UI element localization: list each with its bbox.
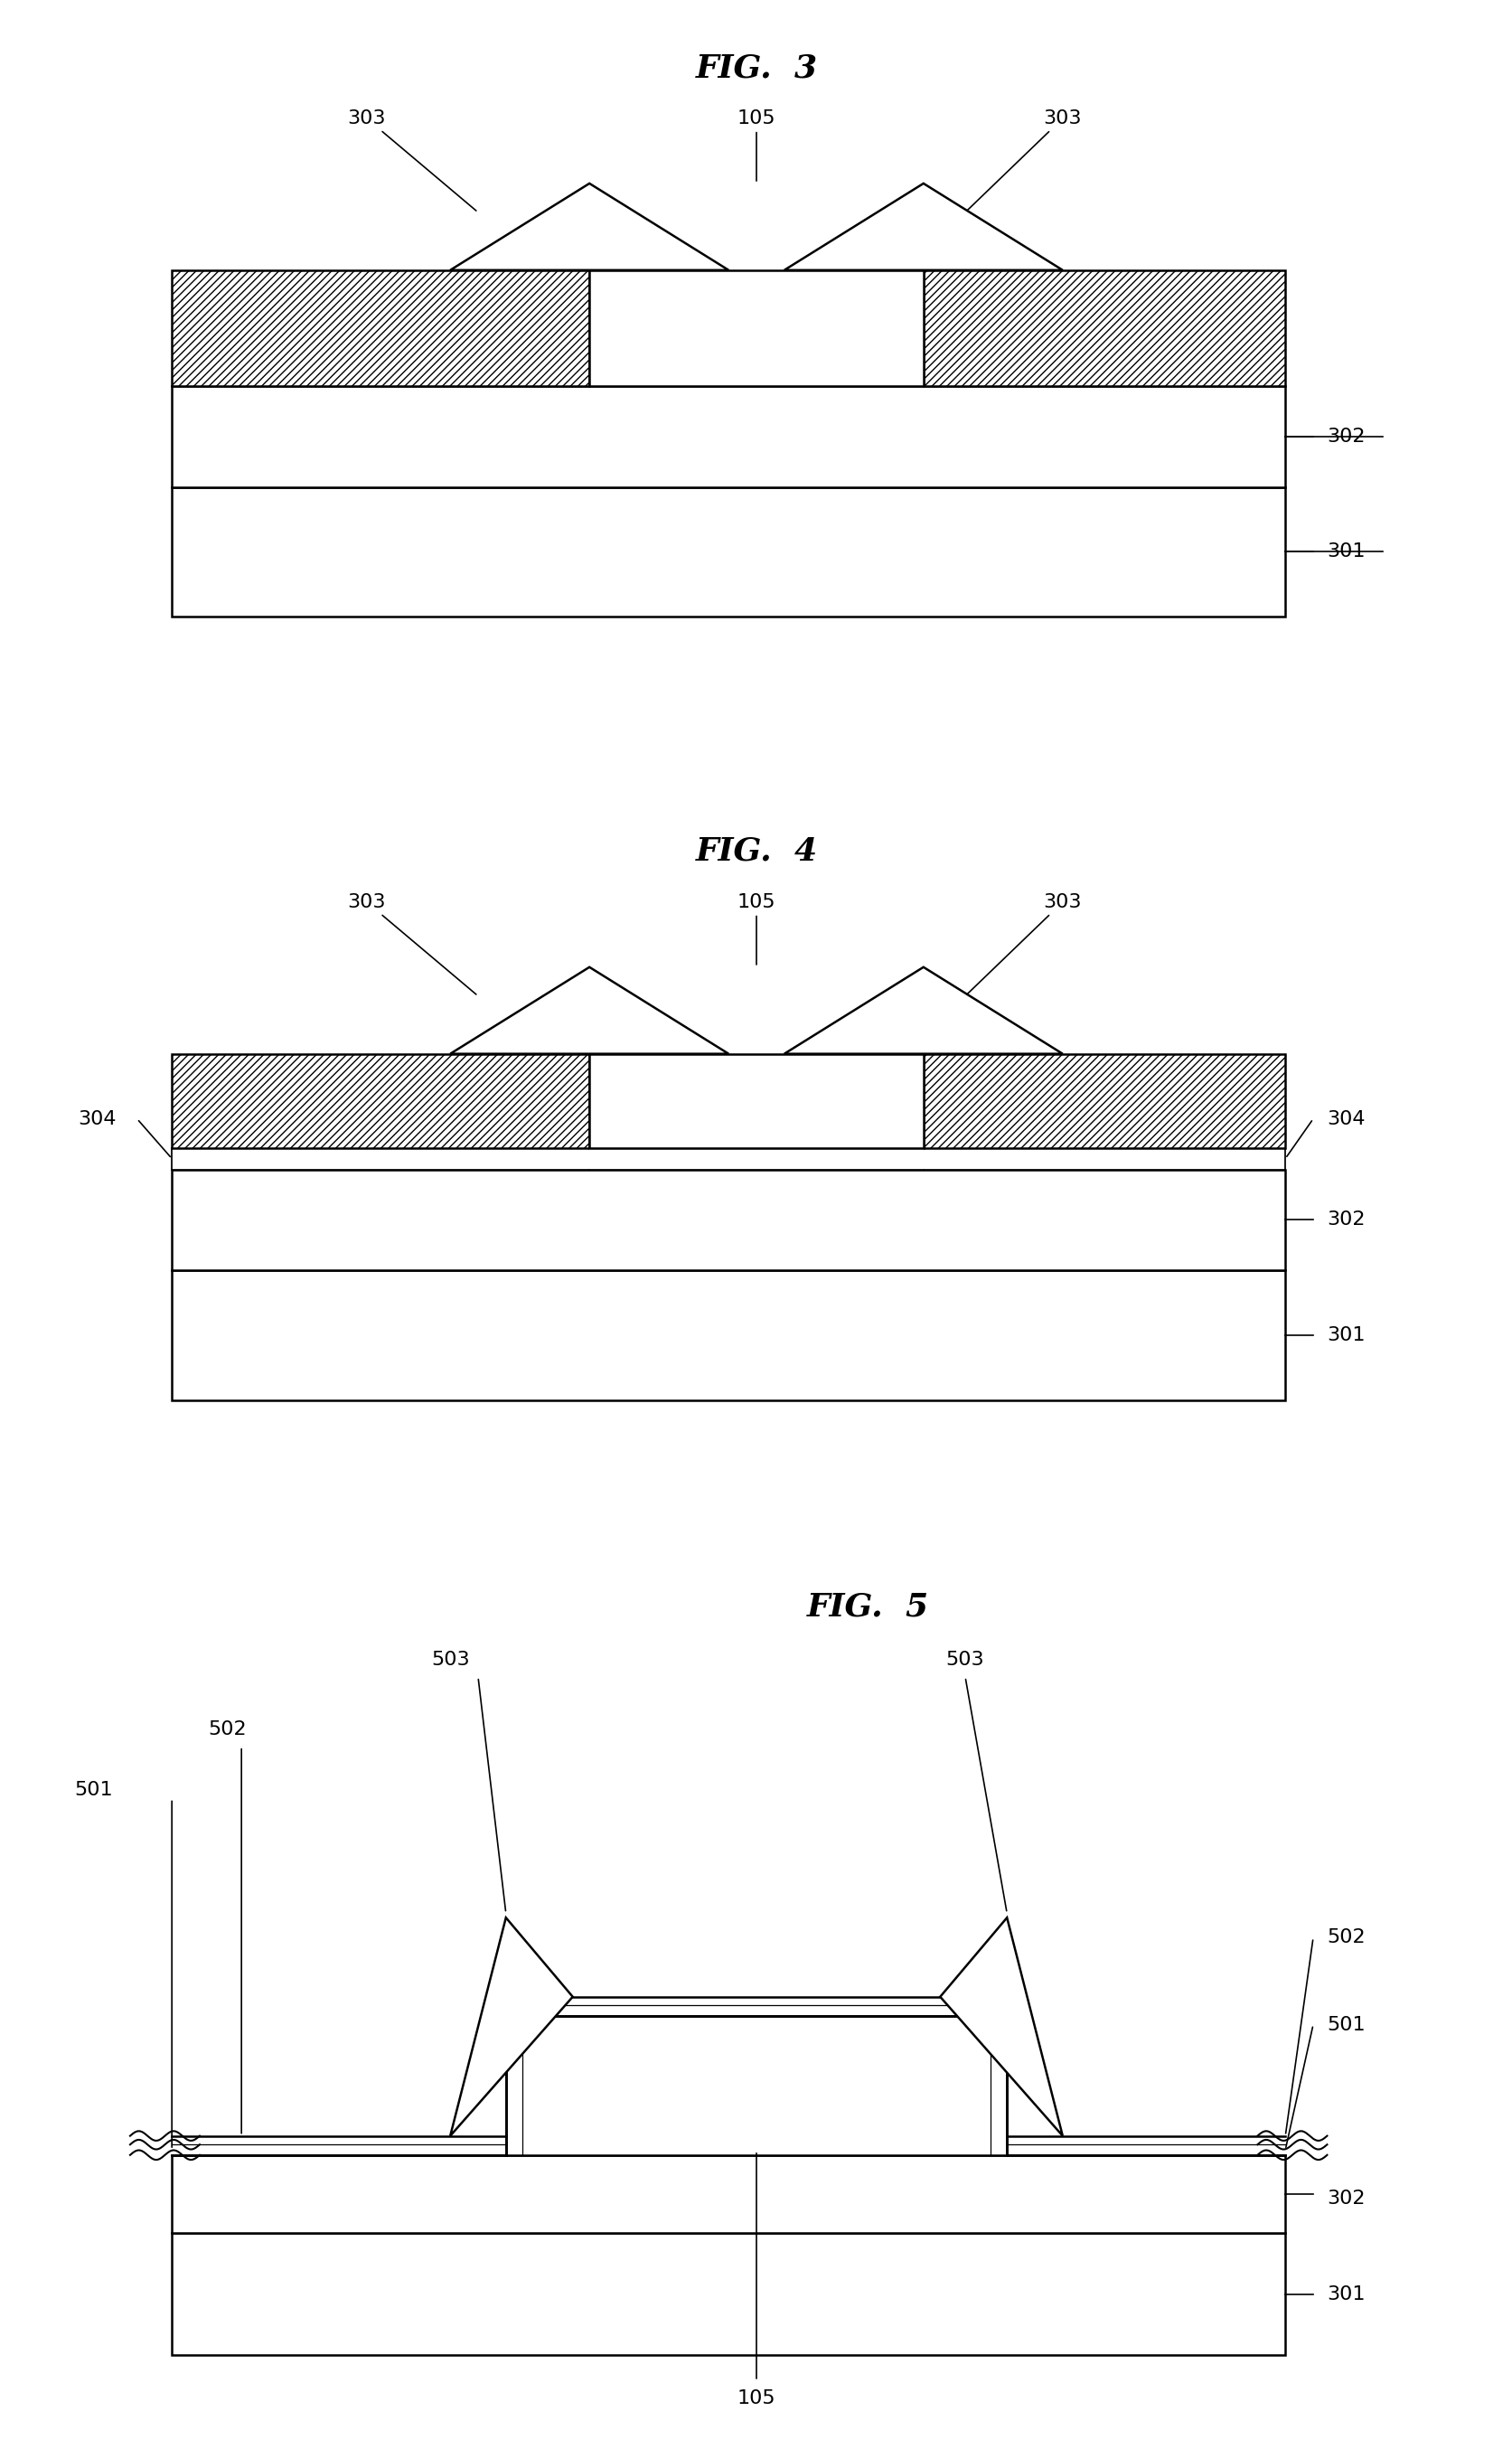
- Text: 105: 105: [736, 2390, 776, 2407]
- Bar: [922, 269, 1285, 387]
- Text: 301: 301: [1326, 2285, 1365, 2302]
- Bar: [590, 1053, 922, 1149]
- Text: FIG.  5: FIG. 5: [806, 1592, 928, 1624]
- Polygon shape: [451, 1918, 573, 2136]
- Text: 105: 105: [736, 894, 776, 965]
- Text: 501: 501: [74, 1780, 113, 1800]
- Text: 105: 105: [736, 110, 776, 181]
- Bar: [590, 1149, 922, 1171]
- Text: 501: 501: [1326, 2016, 1365, 2033]
- Bar: [172, 2233, 1285, 2356]
- Text: 301: 301: [1326, 1327, 1365, 1345]
- Text: 303: 303: [966, 110, 1081, 211]
- Text: 303: 303: [348, 110, 476, 211]
- Polygon shape: [783, 967, 1061, 1053]
- Text: 503: 503: [431, 1651, 469, 1668]
- Bar: [172, 1149, 1285, 1171]
- Text: 304: 304: [77, 1109, 116, 1129]
- Text: 502: 502: [209, 1719, 246, 1739]
- Bar: [590, 269, 922, 387]
- Bar: [172, 1271, 1285, 1401]
- Text: 503: 503: [945, 1651, 984, 1668]
- Bar: [505, 2016, 1007, 2155]
- Text: 304: 304: [1326, 1109, 1365, 1129]
- Text: 302: 302: [1326, 2189, 1365, 2207]
- Text: 502: 502: [1326, 1930, 1365, 1947]
- Text: FIG.  4: FIG. 4: [696, 835, 816, 867]
- Text: FIG.  3: FIG. 3: [696, 51, 816, 83]
- Text: 301: 301: [1326, 544, 1365, 561]
- Text: 302: 302: [1326, 1210, 1365, 1229]
- Bar: [172, 2155, 1285, 2233]
- Bar: [172, 1053, 590, 1149]
- Text: 302: 302: [1326, 426, 1365, 446]
- Polygon shape: [783, 184, 1061, 269]
- Bar: [172, 487, 1285, 617]
- Text: 303: 303: [966, 894, 1081, 994]
- Bar: [172, 269, 590, 387]
- Polygon shape: [451, 967, 729, 1053]
- Polygon shape: [939, 1918, 1061, 2136]
- Bar: [172, 387, 1285, 487]
- Text: 303: 303: [348, 894, 476, 994]
- Bar: [172, 1171, 1285, 1271]
- Bar: [922, 1053, 1285, 1149]
- Polygon shape: [451, 184, 729, 269]
